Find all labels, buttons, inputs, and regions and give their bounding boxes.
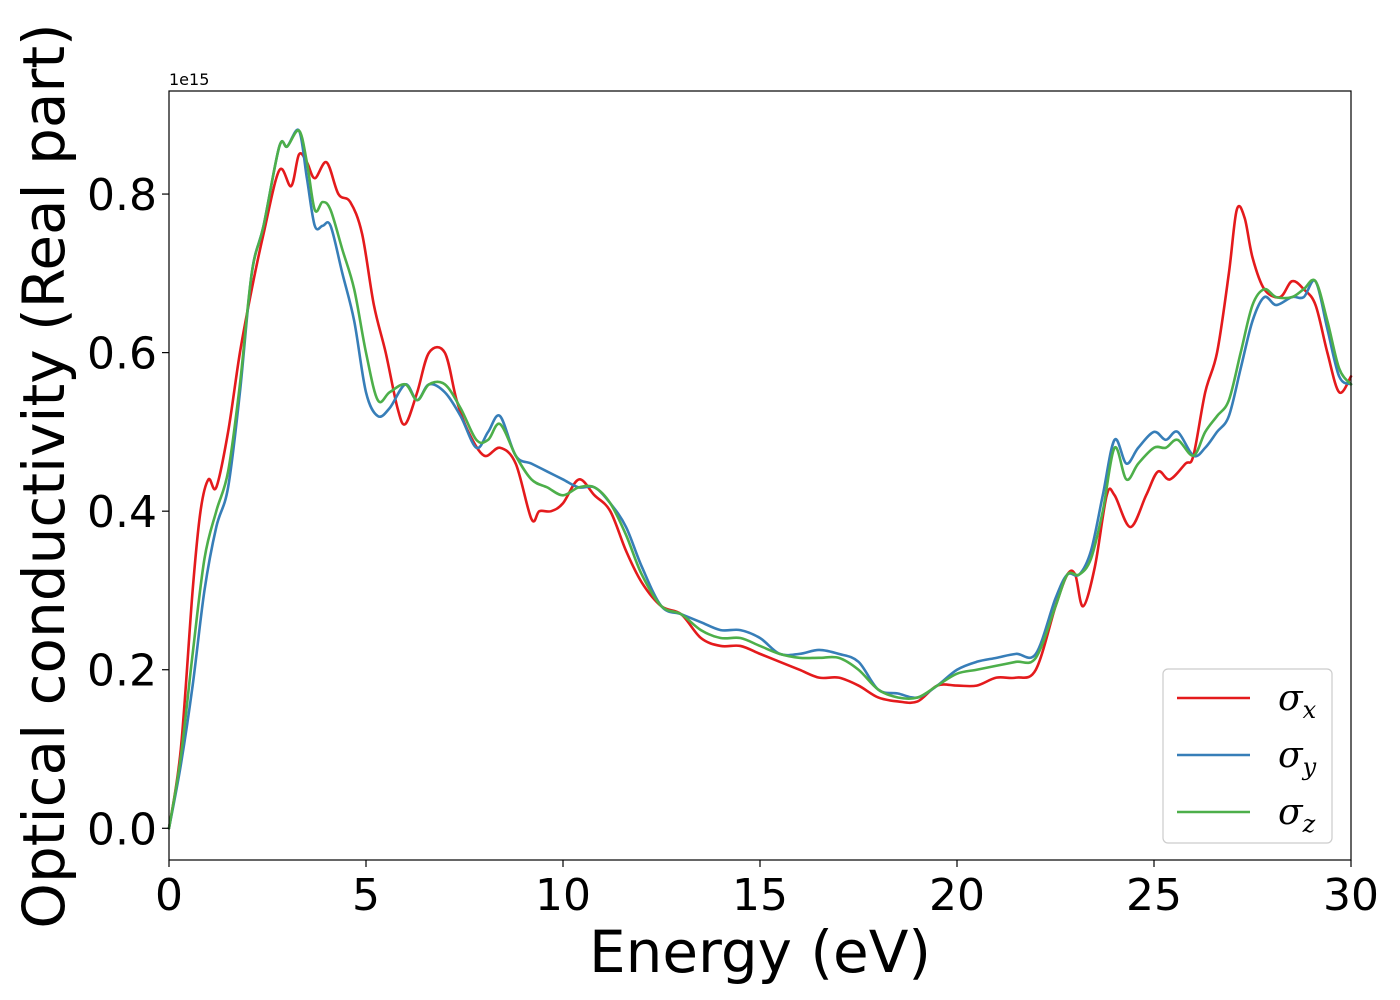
series-line-y <box>167 128 1353 830</box>
y-tick-label: 0.0 <box>87 804 157 855</box>
x-axis-title: Energy (eV) <box>589 918 931 986</box>
y-axis-ticks: 0.0 0.2 0.4 0.6 0.8 <box>87 170 169 855</box>
legend-label-y: σy <box>1278 735 1317 781</box>
x-axis-ticks: 0 5 10 15 20 25 30 <box>155 860 1379 921</box>
x-tick-label: 25 <box>1126 870 1182 921</box>
x-tick-label: 5 <box>352 870 380 921</box>
x-tick-label: 10 <box>535 870 591 921</box>
series-line-z <box>167 129 1353 830</box>
legend-items: σx σy σz <box>1177 678 1317 838</box>
y-axis-title: Optical conductivity (Real part) <box>10 23 78 928</box>
x-tick-label: 0 <box>155 870 183 921</box>
y-offset-label: 1e15 <box>169 70 209 89</box>
x-tick-label: 20 <box>929 870 985 921</box>
series-line-x <box>167 152 1353 830</box>
y-tick-label: 0.4 <box>87 487 157 538</box>
y-tick-label: 0.6 <box>87 329 157 380</box>
x-tick-label: 30 <box>1323 870 1379 921</box>
legend-label-z: σz <box>1278 792 1316 838</box>
y-tick-label: 0.8 <box>87 170 157 221</box>
legend-label-x: σx <box>1278 678 1317 724</box>
y-tick-label: 0.2 <box>87 646 157 697</box>
series-layer <box>167 128 1353 830</box>
legend: σx σy σz <box>1162 668 1333 844</box>
x-tick-label: 15 <box>732 870 788 921</box>
